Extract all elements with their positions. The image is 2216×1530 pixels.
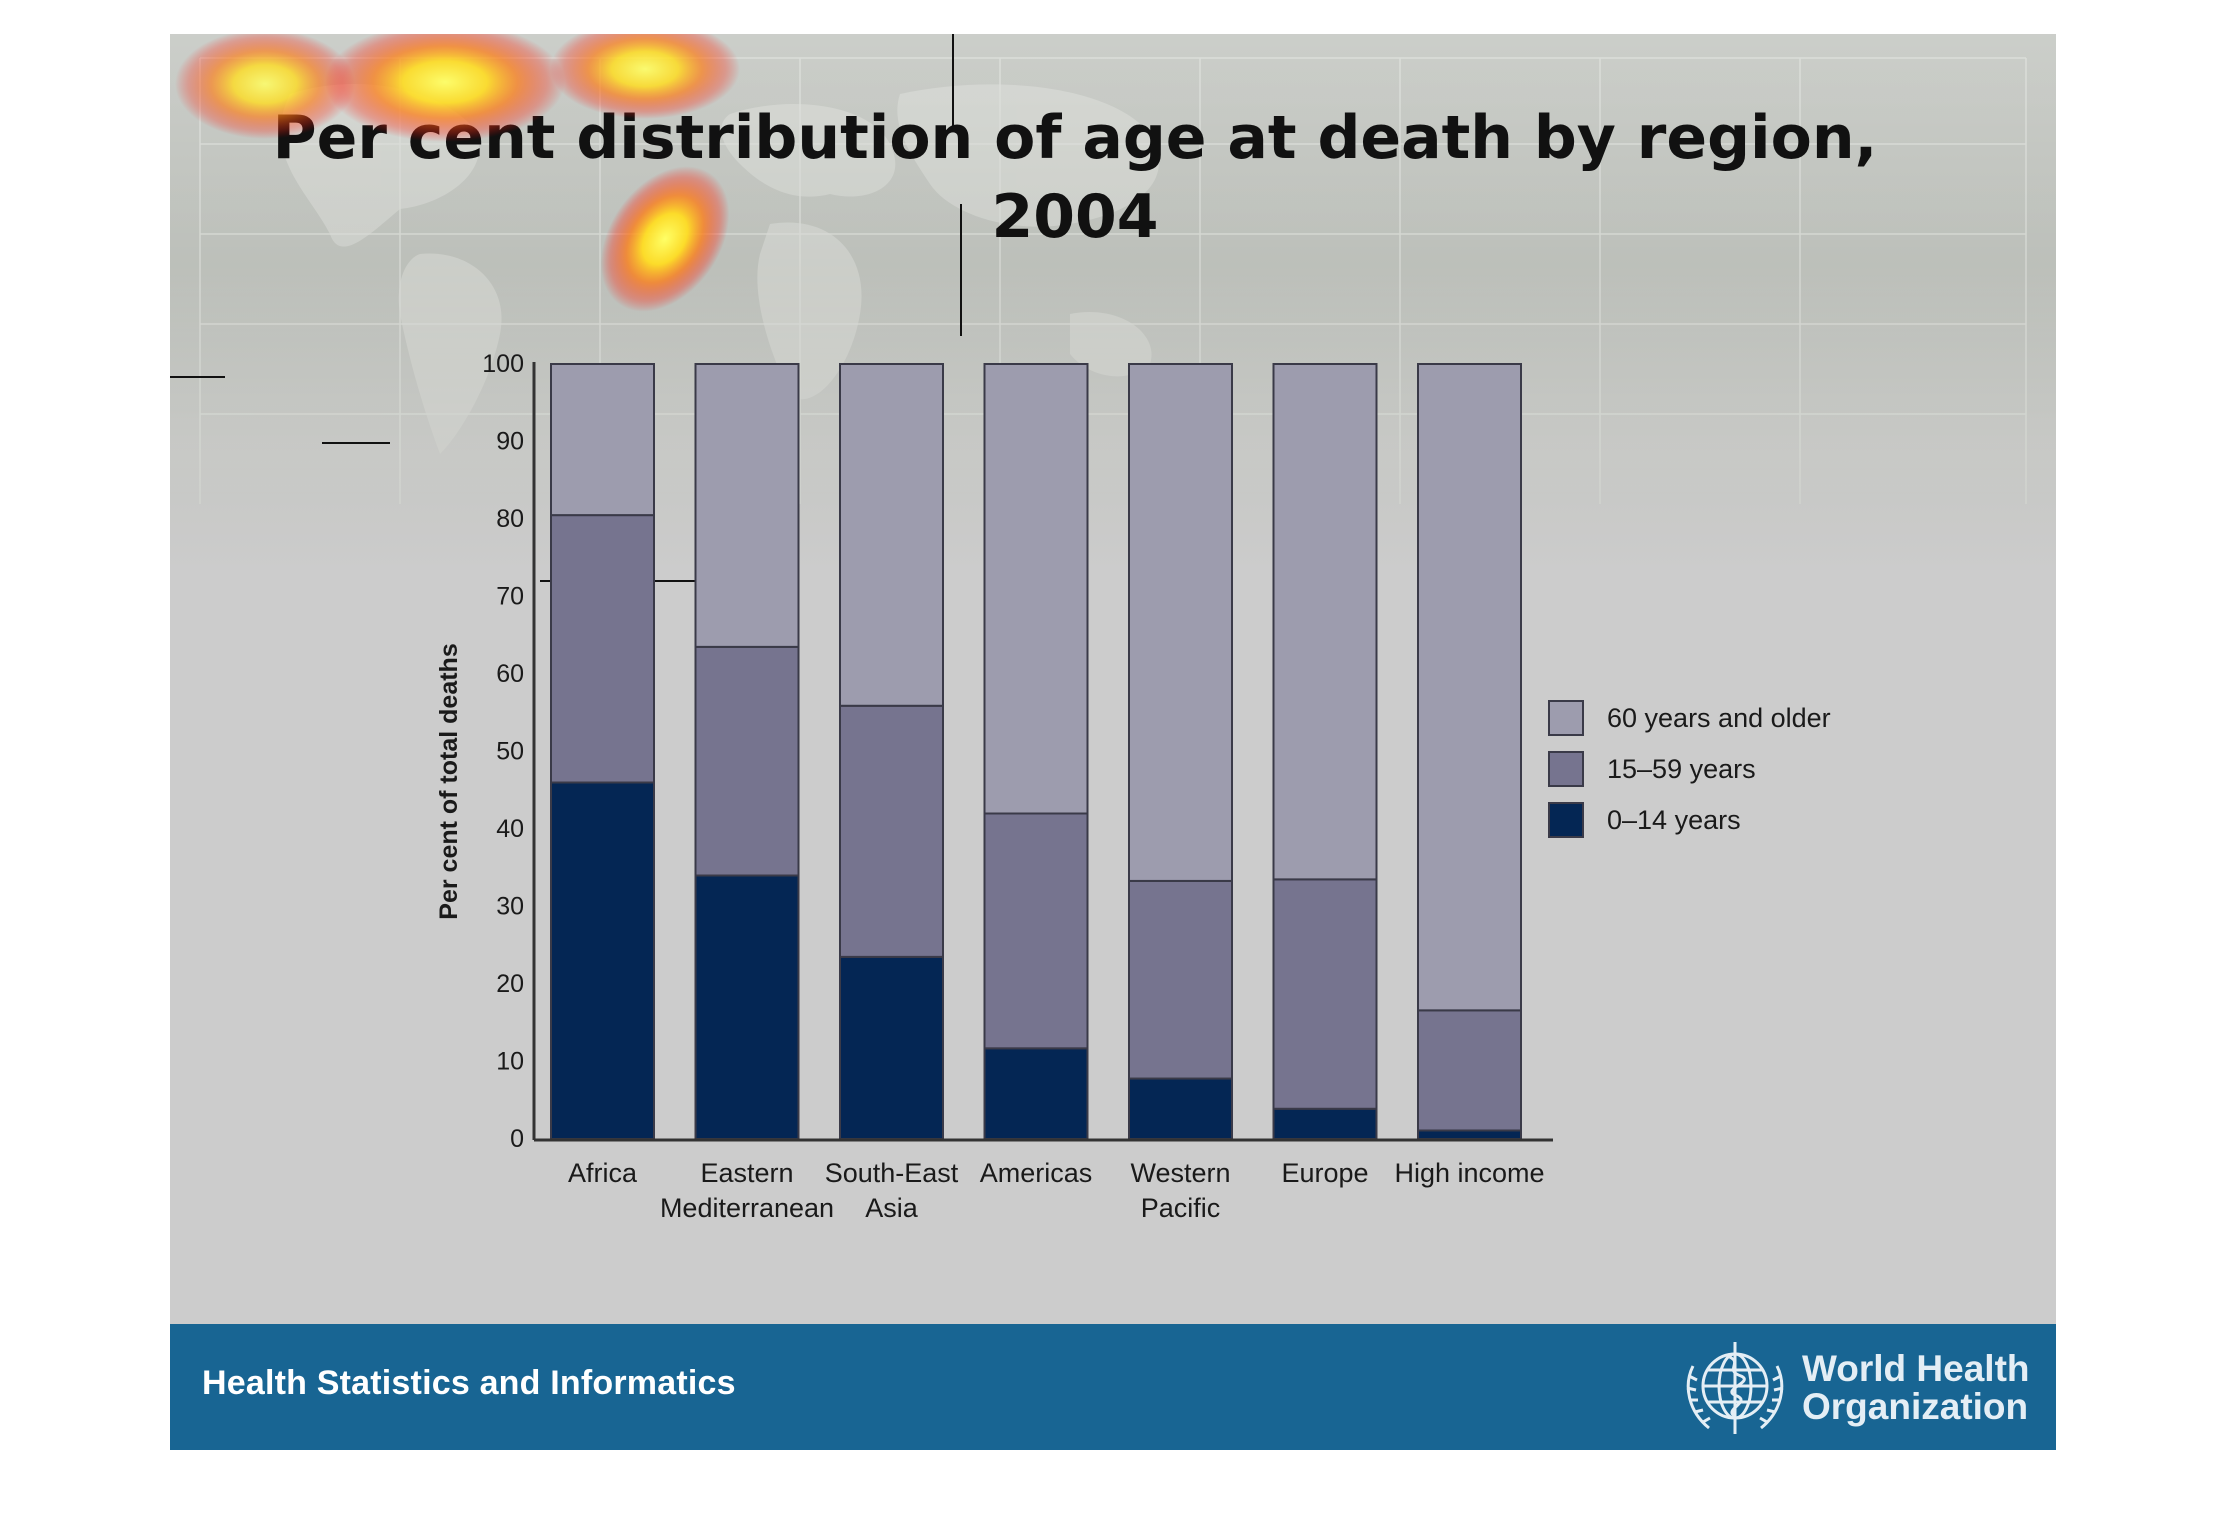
footer-department-label: Health Statistics and Informatics [202, 1364, 736, 1402]
chart-title-line: 2004 [991, 182, 1159, 252]
who-wordmark-line: Organization [1802, 1386, 2029, 1427]
y-tick-label: 80 [496, 505, 524, 533]
x-category-label: Americas [980, 1158, 1093, 1188]
footer-bar: Health Statistics and Informatics World … [170, 1324, 2056, 1450]
x-category-label: South-East [825, 1158, 959, 1188]
y-tick-label: 20 [496, 970, 524, 998]
y-tick-label: 0 [510, 1125, 524, 1153]
x-category-label: High income [1394, 1158, 1544, 1188]
legend-swatch [1548, 700, 1584, 736]
y-tick-label: 50 [496, 738, 524, 766]
x-category-label: Mediterranean [660, 1193, 834, 1223]
y-tick-label: 10 [496, 1048, 524, 1076]
who-wordmark-line: World Health [1802, 1348, 2030, 1389]
who-emblem-icon [1686, 1342, 1784, 1434]
legend-label: 0–14 years [1607, 805, 1741, 835]
divider-line [322, 442, 390, 444]
bar-segment [1128, 1077, 1233, 1141]
bar-segment [694, 645, 800, 877]
x-category-label: Western [1130, 1158, 1230, 1188]
bar-segment [1128, 363, 1233, 882]
bar-segment [1417, 1009, 1522, 1132]
bar-segment [550, 514, 655, 784]
y-tick-label: 30 [496, 893, 524, 921]
stacked-bar-chart: Per cent of total deaths 0 10 20 30 40 50 60 70 8… [435, 350, 1831, 1223]
legend-swatch [1548, 802, 1584, 838]
y-tick-label: 40 [496, 815, 524, 843]
y-tick-label: 90 [496, 428, 524, 456]
bar-segment [983, 812, 1089, 1050]
divider-line [952, 34, 954, 126]
bar-segment [1272, 1107, 1378, 1141]
bar-segment [550, 363, 655, 517]
bar-segment [839, 704, 944, 958]
bar-segment [1128, 879, 1233, 1080]
y-tick-label: 100 [482, 350, 524, 378]
who-wordmark: World Health Organization [1802, 1350, 2030, 1426]
slide: Per cent distribution of age at death by… [170, 34, 2056, 1450]
bar-segment [1417, 363, 1522, 1012]
bar-segment [1417, 1129, 1522, 1140]
bar-segment [694, 874, 800, 1140]
x-category-label: Asia [865, 1193, 919, 1223]
bar-segment [983, 1047, 1089, 1141]
divider-line [170, 376, 225, 378]
y-tick-label: 70 [496, 583, 524, 611]
bar-segment [983, 363, 1089, 815]
legend-swatch [1548, 751, 1584, 787]
x-category-label: Africa [568, 1158, 638, 1188]
bar-segment [550, 781, 655, 1140]
legend-label: 60 years and older [1607, 703, 1831, 733]
y-tick-label: 60 [496, 660, 524, 688]
bar-segment [839, 955, 944, 1140]
y-axis-title: Per cent of total deaths [435, 643, 463, 919]
x-category-label: Europe [1281, 1158, 1368, 1188]
bar-segment [1272, 878, 1378, 1110]
x-category-label: Eastern [700, 1158, 793, 1188]
divider-line [960, 204, 962, 336]
bar-segment [839, 363, 944, 707]
bar-segment [1272, 363, 1378, 881]
x-category-label: Pacific [1141, 1193, 1221, 1223]
legend-label: 15–59 years [1607, 754, 1756, 784]
bar-segment [694, 363, 800, 648]
